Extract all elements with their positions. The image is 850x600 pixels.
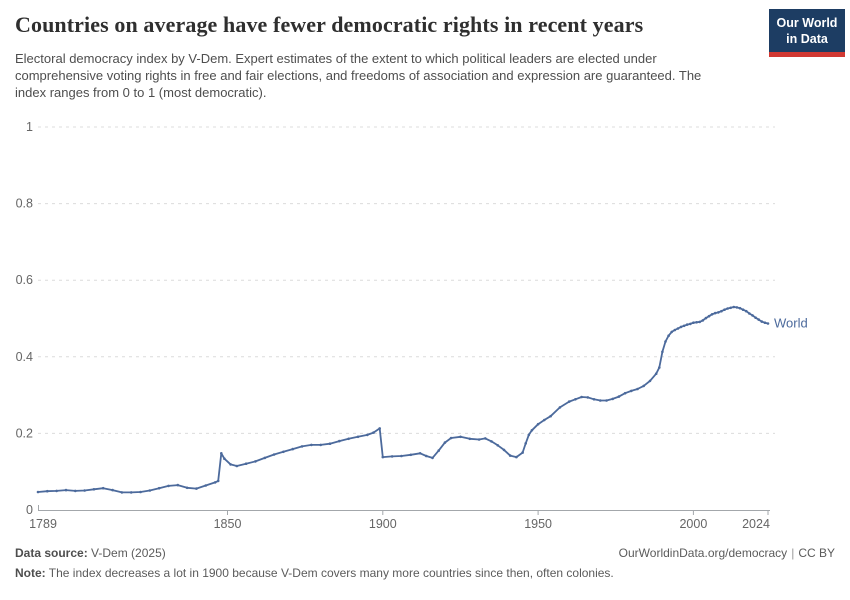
footer-links: OurWorldinData.org/democracy | CC BY — [619, 546, 835, 560]
x-tick-label: 1950 — [524, 517, 552, 531]
y-tick-label: 0.6 — [16, 273, 33, 287]
owid-logo-text: Our World in Data — [769, 9, 845, 52]
data-source: Data source: V-Dem (2025) — [15, 546, 166, 560]
chart-footer: Data source: V-Dem (2025) OurWorldinData… — [15, 546, 835, 580]
series-label-world[interactable]: World — [774, 316, 808, 331]
license-link[interactable]: CC BY — [798, 546, 835, 560]
data-source-label: Data source: — [15, 546, 88, 560]
footer-divider: | — [791, 546, 795, 560]
x-tick-label: 1850 — [214, 517, 242, 531]
data-source-value: V-Dem (2025) — [87, 546, 166, 560]
y-tick-label: 0 — [26, 503, 33, 517]
y-tick-label: 0.8 — [16, 197, 33, 211]
x-tick-label: 1900 — [369, 517, 397, 531]
page-title: Countries on average have fewer democrat… — [15, 12, 644, 37]
note-text: The index decreases a lot in 1900 becaus… — [45, 566, 614, 580]
x-tick-label: 1789 — [29, 517, 57, 531]
owid-logo-red-bar — [769, 52, 845, 57]
y-tick-label: 0.2 — [16, 426, 33, 440]
world-line-markers — [36, 305, 770, 494]
plot-area[interactable] — [38, 120, 775, 512]
note-label: Note: — [15, 566, 46, 580]
y-tick-label: 0.4 — [16, 350, 33, 364]
x-tick-label: 2024 — [742, 517, 770, 531]
x-tick-label: 2000 — [679, 517, 707, 531]
chart-note: Note: The index decreases a lot in 1900 … — [15, 566, 835, 580]
chart-subtitle: Electoral democracy index by V-Dem. Expe… — [15, 51, 702, 101]
owid-logo[interactable]: Our World in Data — [769, 9, 845, 57]
owid-url-link[interactable]: OurWorldinData.org/democracy — [618, 546, 788, 560]
y-tick-label: 1 — [26, 120, 33, 134]
owid-logo-line1: Our World — [776, 16, 838, 30]
owid-logo-line2: in Data — [786, 32, 828, 46]
